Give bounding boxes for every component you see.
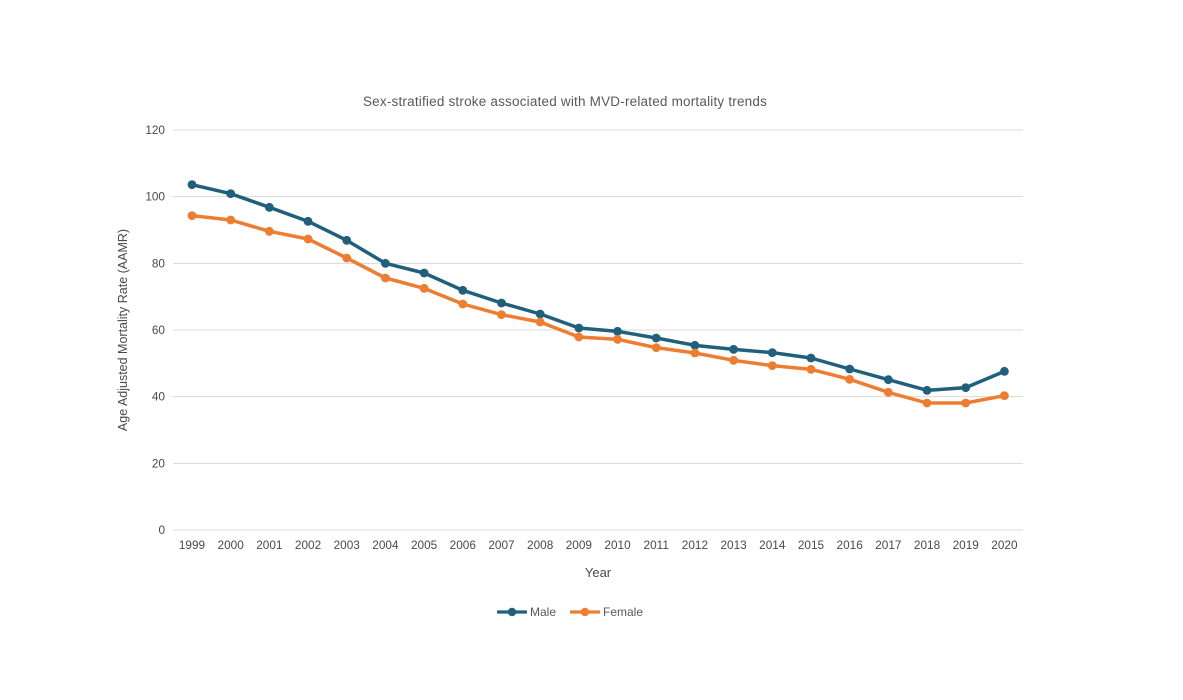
data-point-male-2011 <box>651 333 661 343</box>
data-point-male-2002 <box>303 216 313 226</box>
data-point-female-2009 <box>574 332 584 342</box>
data-point-female-2008 <box>535 317 545 327</box>
data-point-male-2012 <box>690 340 700 350</box>
legend-item-female: Female <box>570 605 643 619</box>
data-point-female-2017 <box>883 387 893 397</box>
y-tick-label-0: 0 <box>158 523 165 537</box>
legend-marker-male-icon <box>496 607 527 617</box>
data-point-female-2010 <box>613 334 622 344</box>
y-tick-label-120: 120 <box>145 123 165 137</box>
x-tick-label-1999: 1999 <box>179 538 205 552</box>
data-point-male-2008 <box>535 309 545 319</box>
y-tick-label-80: 80 <box>152 256 166 270</box>
series-line-male <box>190 182 1007 393</box>
data-point-female-2011 <box>651 343 661 353</box>
x-tick-label-2005: 2005 <box>411 538 438 552</box>
data-point-male-2006 <box>458 285 468 295</box>
data-point-male-2010 <box>613 326 622 336</box>
data-point-male-2016 <box>845 364 855 374</box>
x-tick-label-2010: 2010 <box>604 538 631 552</box>
data-point-male-2014 <box>767 348 777 358</box>
data-point-male-2018 <box>922 385 932 395</box>
x-tick-label-2002: 2002 <box>295 538 321 552</box>
x-tick-label-2012: 2012 <box>682 538 708 552</box>
data-point-male-2005 <box>419 268 429 278</box>
chart-title: Sex-stratified stroke associated with MV… <box>362 94 768 109</box>
data-point-female-2016 <box>845 374 855 384</box>
y-tick-label-40: 40 <box>152 390 166 404</box>
data-point-male-2019 <box>961 383 971 393</box>
data-point-male-2017 <box>883 375 893 385</box>
x-tick-label-2000: 2000 <box>218 538 245 552</box>
data-point-male-2009 <box>574 323 584 333</box>
y-tick-label-60: 60 <box>152 323 166 337</box>
series-line-female <box>190 213 1007 405</box>
data-point-female-2004 <box>381 273 390 283</box>
x-tick-label-2007: 2007 <box>488 538 514 552</box>
x-tick-label-2016: 2016 <box>837 538 864 552</box>
data-point-male-2004 <box>381 258 390 268</box>
legend-label-female: Female <box>603 605 644 619</box>
data-point-female-2003 <box>342 253 352 263</box>
legend-item-male: Male <box>496 605 556 619</box>
data-point-female-2006 <box>458 299 468 309</box>
x-tick-label-2003: 2003 <box>334 538 361 552</box>
data-point-male-2003 <box>342 235 352 245</box>
data-point-female-2018 <box>922 398 932 408</box>
data-point-female-1999 <box>187 211 197 221</box>
data-point-male-2020 <box>1000 366 1009 376</box>
data-point-male-2000 <box>226 189 236 199</box>
data-point-female-2000 <box>226 215 236 225</box>
x-tick-label-2014: 2014 <box>759 538 786 552</box>
legend-marker-female-icon <box>570 607 600 617</box>
data-point-male-2015 <box>806 353 816 363</box>
data-point-female-2019 <box>961 398 971 408</box>
data-point-female-2007 <box>497 310 506 320</box>
data-point-female-2012 <box>690 348 700 358</box>
legend-label-male: Male <box>529 605 556 619</box>
x-tick-label-2017: 2017 <box>875 538 901 552</box>
data-point-male-1999 <box>187 180 197 190</box>
x-tick-label-2019: 2019 <box>953 538 979 552</box>
x-tick-label-2011: 2011 <box>644 538 669 552</box>
data-point-female-2005 <box>419 283 429 293</box>
x-axis-title: Year <box>584 565 612 580</box>
legend: Male Female <box>0 605 1140 619</box>
y-tick-label-100: 100 <box>145 190 165 204</box>
data-point-female-2014 <box>767 361 777 371</box>
x-tick-label-2013: 2013 <box>720 538 747 552</box>
data-point-female-2015 <box>806 364 816 374</box>
data-point-male-2001 <box>264 202 274 212</box>
x-tick-label-2006: 2006 <box>450 538 477 552</box>
x-tick-label-2004: 2004 <box>372 538 399 552</box>
data-point-male-2013 <box>729 344 738 354</box>
data-point-female-2001 <box>264 226 274 236</box>
x-tick-label-2001: 2001 <box>256 538 282 552</box>
data-point-female-2002 <box>303 234 313 244</box>
x-tick-label-2018: 2018 <box>914 538 941 552</box>
x-tick-label-2009: 2009 <box>566 538 592 552</box>
x-tick-label-2015: 2015 <box>798 538 825 552</box>
x-tick-label-2008: 2008 <box>527 538 554 552</box>
data-point-female-2013 <box>729 355 738 365</box>
x-tick-label-2020: 2020 <box>991 538 1018 552</box>
y-tick-label-20: 20 <box>152 456 166 470</box>
data-point-female-2020 <box>1000 391 1009 401</box>
data-point-male-2007 <box>497 298 506 308</box>
